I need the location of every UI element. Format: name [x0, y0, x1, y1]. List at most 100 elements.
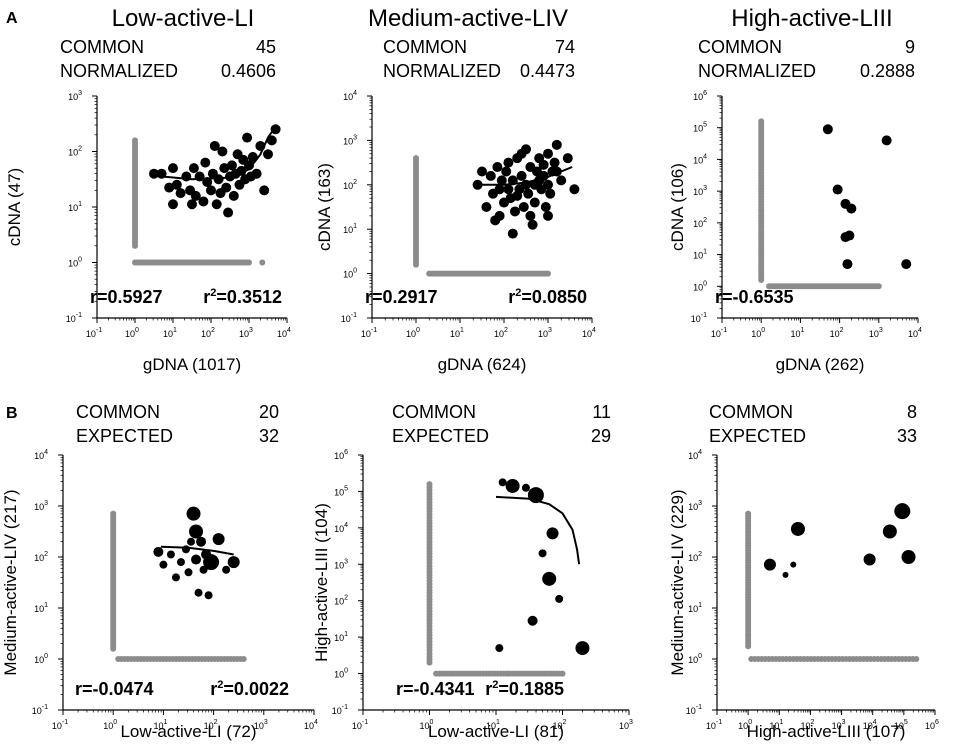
gray-point-x-only [875, 283, 882, 290]
y-tick-label: 102 [693, 217, 707, 229]
common-point [894, 503, 911, 520]
common-point [882, 524, 897, 539]
x-axis-label: gDNA (262) [776, 355, 865, 374]
common-point [540, 202, 551, 212]
common-point [184, 568, 193, 577]
x-tick-label: 104 [277, 327, 291, 339]
common-point [516, 170, 527, 181]
x-tick-label: 100 [751, 327, 765, 339]
panel-5: COMMON 11 EXPECTED 29 10-1 100 101 102 103 10-1 10… [312, 402, 633, 741]
common-point [242, 132, 253, 143]
x-tick-label: 10-1 [86, 327, 102, 339]
y-tick-label: 103 [343, 134, 357, 146]
common-point [472, 179, 483, 190]
common-point [822, 124, 833, 135]
stat-label: EXPECTED [76, 426, 173, 446]
common-point [832, 184, 843, 195]
common-point [164, 182, 175, 193]
y-tick-label: 105 [693, 122, 707, 134]
gray-point-x-only [259, 259, 266, 266]
x-tick-label: 102 [800, 719, 814, 731]
x-tick-label: 103 [869, 327, 883, 339]
stat-value: 9 [905, 37, 915, 57]
x-tick-label: 103 [619, 719, 633, 731]
y-tick-label: 101 [334, 631, 348, 643]
common-point [763, 558, 776, 571]
y-tick-label: 105 [334, 485, 348, 497]
common-point [538, 549, 547, 558]
x-axis-label: Low-active-LI (72) [120, 722, 256, 741]
common-point [171, 573, 180, 582]
common-point [188, 163, 199, 174]
common-point [863, 553, 876, 566]
x-tick-label: 103 [538, 327, 552, 339]
y-tick-label: 104 [693, 153, 707, 165]
stat-label: EXPECTED [392, 426, 489, 446]
stat-label: COMMON [76, 402, 160, 422]
r-value: r=-0.6535 [715, 287, 794, 307]
common-point [569, 184, 580, 195]
panel-letter: A [6, 10, 18, 27]
x-tick-label: 10-1 [711, 327, 727, 339]
common-point [212, 533, 225, 546]
x-tick-label: 100 [406, 327, 420, 339]
common-point [551, 139, 562, 150]
common-point [543, 210, 553, 221]
x-axis-label: High-active-LIII (107) [747, 722, 906, 741]
gray-point-y-only [132, 137, 138, 144]
y-tick-label: 100 [334, 668, 348, 680]
panel-6: COMMON 8 EXPECTED 33 10-1 100 101 102 103 104 105 1… [668, 402, 939, 741]
common-point [503, 184, 514, 195]
stat-value: 0.4473 [520, 61, 575, 81]
common-point [505, 478, 520, 493]
common-point [221, 182, 232, 193]
common-point [228, 190, 239, 201]
stat-value: 20 [259, 402, 279, 422]
y-tick-label: 103 [34, 500, 48, 512]
y-tick-label: 104 [343, 90, 357, 102]
y-tick-label: 10-1 [66, 312, 82, 324]
common-point [187, 199, 197, 210]
common-point [187, 537, 196, 546]
gray-point-y-only [758, 118, 765, 125]
r-value: r=-0.4341 [396, 679, 475, 699]
x-tick-label: 101 [790, 327, 804, 339]
common-point [226, 160, 237, 171]
panel-title: High-active-LIII [731, 5, 892, 32]
common-point [166, 550, 175, 559]
x-tick-label: 103 [239, 327, 253, 339]
y-tick-label: 104 [688, 449, 702, 461]
x-tick-label: 100 [125, 327, 139, 339]
x-tick-label: 10-1 [706, 719, 722, 731]
panel-title: Low-active-LI [112, 5, 255, 32]
r2-value: r2=0.1885 [485, 679, 564, 699]
common-point [263, 149, 273, 160]
y-axis-label: Medium-active-LIV (217) [1, 489, 20, 675]
y-tick-label: 104 [334, 522, 348, 534]
r2-value: r2=0.3512 [203, 287, 282, 307]
common-point [200, 157, 211, 168]
stat-value: 33 [897, 426, 917, 446]
common-point [501, 166, 512, 177]
common-point [846, 203, 857, 214]
common-point [196, 536, 207, 547]
fit-curve [495, 495, 581, 565]
x-axis-label: gDNA (624) [438, 355, 527, 374]
y-tick-label: 103 [334, 558, 348, 570]
panel-title: Medium-active-LIV [368, 5, 568, 32]
common-point [168, 199, 178, 210]
common-point [204, 591, 213, 600]
gray-point-y-only [413, 155, 419, 162]
common-point [901, 259, 912, 270]
y-tick-label: 102 [334, 595, 348, 607]
x-tick-label: 106 [925, 719, 939, 731]
common-point [507, 228, 518, 239]
common-point [543, 179, 553, 190]
common-point [259, 185, 270, 196]
common-point [512, 190, 523, 201]
x-tick-label: 101 [769, 719, 783, 731]
y-tick-label: 10-1 [686, 704, 702, 716]
r2-value: r2=0.0850 [508, 287, 587, 307]
gray-point-y-only [745, 510, 752, 517]
x-tick-label: 105 [894, 719, 908, 731]
